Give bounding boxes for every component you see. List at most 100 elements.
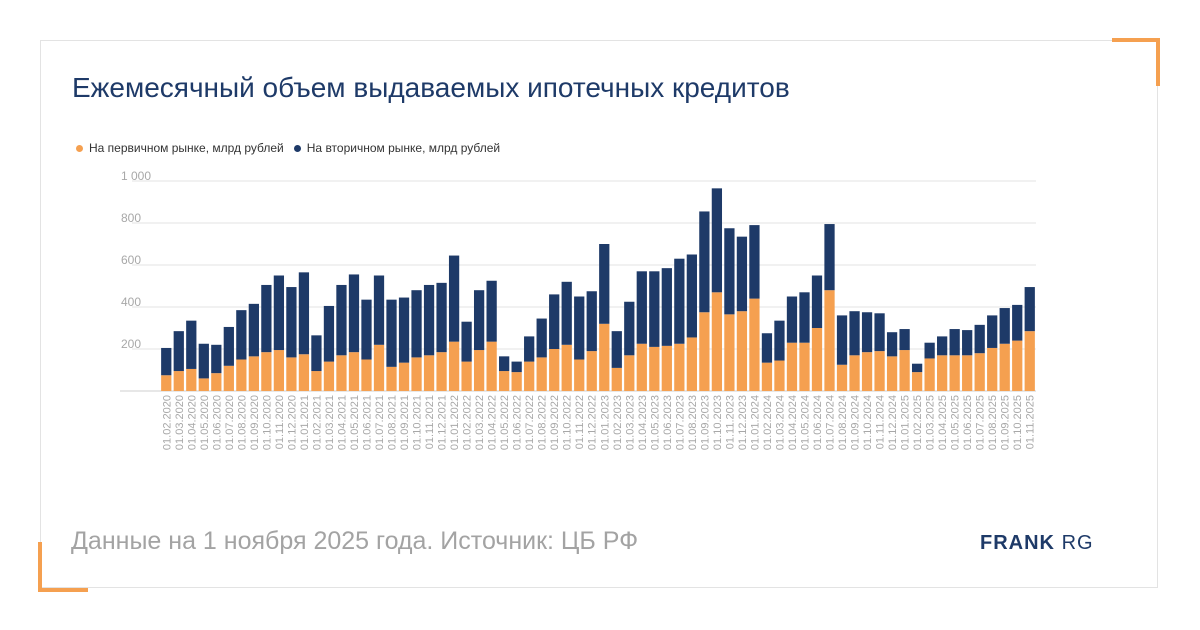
bar-primary-market (987, 347, 998, 391)
x-tick-label: 01.03.2020 (174, 395, 186, 450)
logo-light-text: RG (1061, 532, 1094, 554)
bar-primary-market (398, 362, 410, 391)
bar-primary-market (674, 343, 685, 391)
x-tick-label: 01.05.2021 (349, 395, 361, 450)
bar-secondary-market (937, 336, 948, 356)
bar-primary-market (899, 350, 910, 391)
bar-primary-market (849, 355, 860, 391)
bar-primary-market (649, 346, 660, 391)
bar-secondary-market (624, 301, 635, 356)
bar-secondary-market (886, 332, 898, 357)
x-tick-label: 01.01.2023 (599, 395, 611, 450)
bar-secondary-market (799, 292, 810, 343)
bar-primary-market (811, 328, 823, 391)
bar-primary-market (549, 349, 560, 391)
x-tick-label: 01.01.2024 (749, 395, 761, 450)
x-tick-label: 01.04.2024 (787, 395, 799, 450)
bar-secondary-market (761, 333, 773, 363)
x-tick-label: 01.01.2025 (900, 395, 912, 450)
bar-primary-market (173, 371, 184, 391)
x-tick-label: 01.09.2024 (850, 395, 862, 450)
bar-secondary-market (686, 254, 697, 338)
bar-primary-market (561, 344, 572, 391)
bar-primary-market (699, 312, 710, 391)
legend-item-secondary: На вторичном рынке, млрд рублей (293, 141, 501, 155)
bar-secondary-market (849, 311, 860, 356)
bar-primary-market (1012, 340, 1023, 391)
x-tick-label: 01.03.2021 (324, 395, 336, 450)
x-tick-label: 01.02.2025 (912, 395, 924, 450)
bar-primary-market (361, 359, 372, 391)
bar-secondary-market (899, 329, 910, 351)
bar-primary-market (348, 352, 360, 391)
x-tick-label: 01.07.2020 (224, 395, 236, 450)
bar-secondary-market (411, 290, 422, 358)
bar-primary-market (161, 375, 172, 391)
bar-secondary-market (736, 236, 748, 312)
x-tick-label: 01.07.2023 (674, 395, 686, 450)
bar-primary-market (223, 365, 234, 391)
x-tick-label: 01.12.2021 (437, 395, 449, 450)
bar-secondary-market (486, 280, 497, 342)
bar-primary-market (824, 290, 835, 391)
bar-secondary-market (348, 274, 360, 353)
bar-secondary-market (1012, 304, 1023, 341)
bar-secondary-market (549, 294, 560, 349)
bar-primary-market (636, 343, 647, 391)
bar-secondary-market (261, 284, 272, 353)
bar-primary-market (736, 311, 748, 391)
bar-primary-market (836, 364, 848, 391)
x-tick-label: 01.06.2021 (361, 395, 373, 450)
bar-primary-market (286, 357, 297, 391)
x-tick-label: 01.06.2020 (211, 395, 223, 450)
bar-primary-market (499, 371, 510, 391)
y-tick-label: 400 (121, 295, 141, 309)
bar-secondary-market (611, 331, 622, 368)
bar-secondary-market (574, 296, 585, 360)
bar-secondary-market (223, 326, 234, 366)
x-tick-label: 01.11.2022 (574, 395, 586, 449)
x-tick-label: 01.07.2024 (825, 395, 837, 450)
x-tick-label: 01.08.2025 (987, 395, 999, 450)
bar-primary-market (373, 344, 385, 391)
bar-primary-market (436, 352, 447, 391)
bar-secondary-market (699, 211, 710, 313)
x-tick-label: 01.01.2022 (449, 395, 461, 450)
bar-primary-market (911, 372, 923, 391)
legend-label-secondary: На вторичном рынке, млрд рублей (306, 141, 501, 155)
bar-primary-market (611, 367, 622, 391)
x-tick-label: 01.01.2021 (299, 395, 311, 450)
bar-primary-market (473, 350, 485, 391)
x-tick-label: 01.07.2022 (524, 395, 536, 450)
bar-secondary-market (786, 296, 798, 343)
bar-secondary-market (586, 291, 597, 352)
bar-secondary-market (999, 308, 1010, 344)
bar-primary-market (686, 337, 697, 391)
x-tick-label: 01.10.2024 (862, 395, 874, 450)
bar-secondary-market (323, 305, 335, 362)
x-tick-label: 01.04.2023 (637, 395, 649, 450)
x-tick-label: 01.09.2022 (549, 395, 561, 450)
bar-secondary-market (186, 320, 197, 369)
y-tick-label: 1 000 (121, 169, 151, 183)
bar-secondary-market (974, 324, 985, 354)
x-tick-label: 01.06.2025 (962, 395, 974, 450)
x-tick-label: 01.06.2022 (512, 395, 524, 450)
bar-secondary-market (436, 282, 447, 353)
bar-primary-market (886, 356, 898, 391)
bar-primary-market (261, 352, 272, 391)
bar-secondary-market (924, 342, 935, 359)
bar-secondary-market (536, 318, 547, 358)
bar-primary-market (524, 361, 535, 391)
x-tick-label: 01.11.2024 (875, 395, 887, 449)
bar-secondary-market (386, 299, 397, 367)
x-tick-label: 01.12.2024 (887, 395, 899, 450)
bar-secondary-market (398, 297, 410, 363)
bar-secondary-market (749, 225, 760, 299)
x-tick-label: 01.11.2025 (1025, 395, 1037, 449)
bar-primary-market (874, 351, 885, 391)
bar-primary-market (749, 298, 760, 391)
x-tick-label: 01.02.2021 (311, 395, 323, 450)
bar-primary-market (599, 323, 610, 391)
bar-secondary-market (336, 284, 347, 356)
